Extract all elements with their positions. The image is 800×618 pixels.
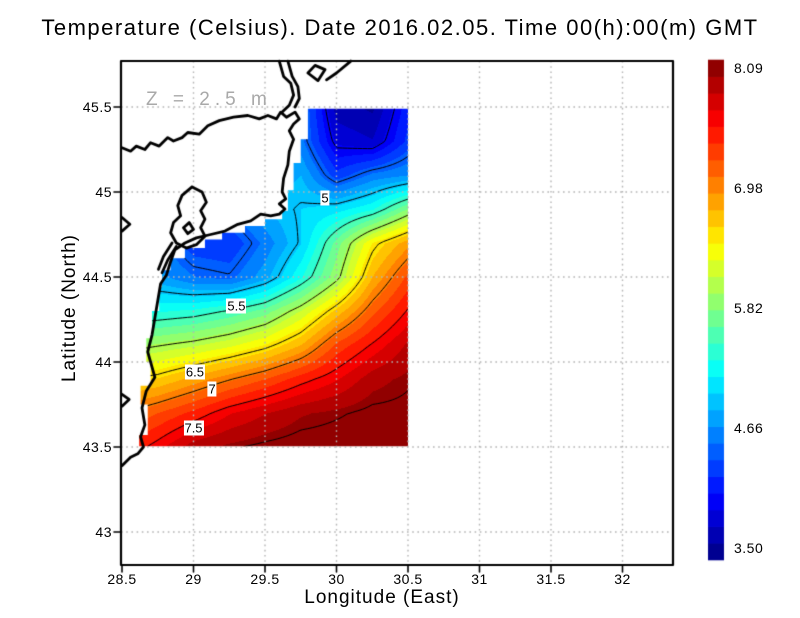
y-tick-label: 45.5: [82, 99, 112, 115]
y-tick-label: 44: [95, 354, 112, 370]
x-tick-label: 28.5: [107, 571, 137, 587]
y-tick-label: 45: [95, 184, 112, 200]
y-tick-label: 44.5: [82, 269, 112, 285]
contour-label: 5: [320, 190, 330, 206]
y-tick-label: 43.5: [82, 439, 112, 455]
x-axis-title: Longitude (East): [304, 587, 460, 608]
contour-label: 7.5: [183, 420, 204, 436]
plot-title: Temperature (Celsius). Date 2016.02.05. …: [41, 15, 759, 40]
depth-annotation: Z = 2.5 m: [146, 89, 272, 110]
x-tick-label: 31: [471, 571, 488, 587]
x-tick-label: 29: [185, 571, 202, 587]
colorbar-tick-label: 4.66: [734, 420, 764, 436]
y-tick-label: 43: [95, 524, 112, 540]
colorbar-tick-label: 5.82: [734, 300, 764, 316]
contour-label: 7: [207, 381, 217, 397]
x-tick-label: 30: [328, 571, 345, 587]
x-tick-label: 31.5: [536, 571, 566, 587]
colorbar-tick-label: 6.98: [734, 180, 764, 196]
x-tick-label: 30.5: [393, 571, 423, 587]
x-tick-label: 29.5: [250, 571, 280, 587]
x-tick-label: 32: [614, 571, 631, 587]
colorbar-tick-label: 3.50: [734, 540, 764, 556]
contour-label: 6.5: [184, 364, 205, 380]
colorbar-tick-label: 8.09: [734, 60, 764, 76]
contour-label: 5.5: [226, 298, 247, 314]
